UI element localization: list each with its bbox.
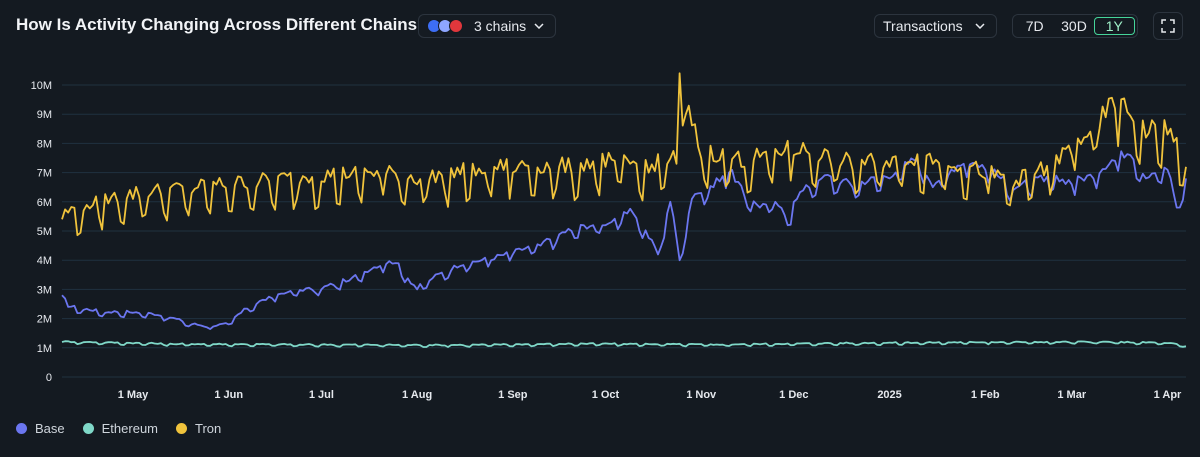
metric-select-label: Transactions <box>883 18 963 34</box>
x-tick-label: 1 Jul <box>309 389 334 401</box>
x-tick-label: 1 Aug <box>402 389 432 401</box>
x-tick-label: 1 May <box>118 389 149 401</box>
y-tick-label: 7M <box>37 168 52 180</box>
x-tick-label: 1 Oct <box>592 389 620 401</box>
legend-label: Base <box>35 421 65 436</box>
x-tick-label: 1 Mar <box>1057 389 1086 401</box>
chevron-down-icon <box>534 23 544 29</box>
chevron-down-icon <box>975 23 985 29</box>
range-30d-button[interactable]: 30D <box>1061 18 1087 34</box>
x-tick-label: 1 Dec <box>779 389 808 401</box>
fullscreen-button[interactable] <box>1153 12 1183 40</box>
legend-item-base[interactable]: Base <box>16 421 65 436</box>
y-tick-label: 5M <box>37 226 52 238</box>
y-tick-label: 0 <box>46 372 52 384</box>
chain-select-label: 3 chains <box>474 18 527 34</box>
x-tick-label: 1 Sep <box>498 389 528 401</box>
legend-label: Tron <box>195 421 222 436</box>
expand-icon <box>1161 19 1175 33</box>
series-line-ethereum <box>61 340 1187 348</box>
y-tick-label: 3M <box>37 284 52 296</box>
y-tick-label: 9M <box>37 109 52 121</box>
y-tick-label: 2M <box>37 314 52 326</box>
y-tick-label: 1M <box>37 343 52 355</box>
y-tick-label: 4M <box>37 255 52 267</box>
legend-label: Ethereum <box>101 421 159 436</box>
time-range-selector: 7D 30D 1Y <box>1012 14 1138 38</box>
x-tick-label: 1 Apr <box>1154 389 1182 401</box>
legend-item-ethereum[interactable]: Ethereum <box>82 421 159 436</box>
x-tick-label: 1 Nov <box>686 389 717 401</box>
y-tick-label: 8M <box>37 138 52 150</box>
page-title: How Is Activity Changing Across Differen… <box>16 15 428 34</box>
chain-icons <box>427 19 463 33</box>
legend-item-tron[interactable]: Tron <box>176 421 221 436</box>
legend-swatch-base <box>16 423 27 434</box>
legend-swatch-ethereum <box>82 423 94 434</box>
y-tick-label: 10M <box>31 80 52 92</box>
x-tick-label: 2025 <box>877 389 901 401</box>
series-line-base <box>61 150 1187 330</box>
range-7d-button[interactable]: 7D <box>1025 18 1044 34</box>
metric-select-dropdown[interactable]: Transactions <box>874 14 997 38</box>
legend-swatch-tron <box>176 423 188 434</box>
x-tick-label: 1 Jun <box>214 389 243 401</box>
series-line-tron <box>61 72 1187 237</box>
chain-select-dropdown[interactable]: 3 chains <box>418 14 556 38</box>
tron-chain-icon <box>449 19 463 33</box>
y-tick-label: 6M <box>37 197 52 209</box>
chart-legend: Base Ethereum Tron <box>16 421 221 436</box>
x-tick-label: 1 Feb <box>971 389 1000 401</box>
range-1y-button[interactable]: 1Y <box>1093 17 1135 35</box>
